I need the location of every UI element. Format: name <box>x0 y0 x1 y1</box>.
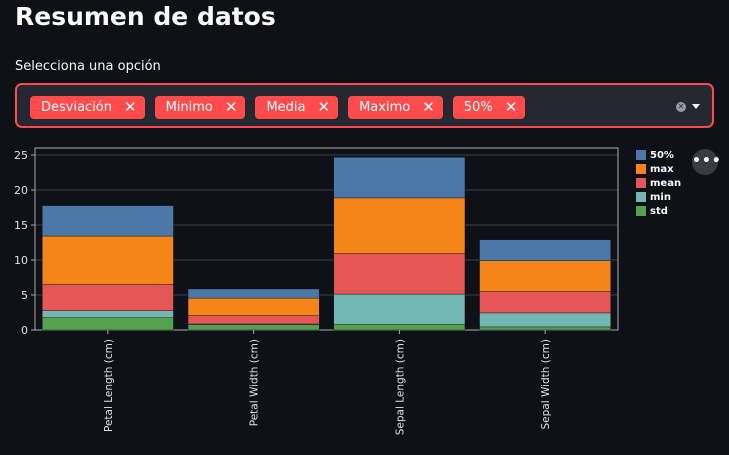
legend-label: std <box>650 205 668 217</box>
chip-minimo: Minimo ✕ <box>154 96 246 119</box>
chip-remove-icon[interactable]: ✕ <box>504 98 518 116</box>
bar-segment-min <box>479 312 611 328</box>
bar-segment-max <box>479 260 611 292</box>
bar-segment-50pct <box>42 205 174 237</box>
bar-segment-50pct <box>479 239 611 261</box>
chip-remove-icon[interactable]: ✕ <box>224 98 238 116</box>
legend-label: 50% <box>650 149 674 161</box>
legend-item[interactable]: mean <box>636 176 681 190</box>
x-tick-label: Petal Width (cm) <box>249 339 261 426</box>
y-tick-label: 0 <box>21 324 28 337</box>
bar-segment-mean <box>479 291 611 314</box>
legend-swatch <box>636 206 646 216</box>
bar-segment-max <box>333 197 466 254</box>
legend-swatch <box>636 192 646 202</box>
bar-segment-min <box>42 310 174 318</box>
x-tick-label: Sepal Width (cm) <box>540 339 552 430</box>
legend-swatch <box>636 150 646 160</box>
chevron-down-icon[interactable] <box>692 104 700 109</box>
bar-segment-mean <box>187 315 320 325</box>
legend-swatch <box>636 164 646 174</box>
chip-remove-icon[interactable]: ✕ <box>124 98 137 116</box>
select-label: Selecciona una opción <box>15 59 161 74</box>
x-tick-label: Sepal Length (cm) <box>394 339 406 435</box>
bar-segment-min <box>333 293 466 325</box>
legend-item[interactable]: min <box>636 190 681 204</box>
bar-segment-std <box>42 317 174 331</box>
legend-item[interactable]: 50% <box>636 148 681 162</box>
stacked-bar-chart: 0 5 10 15 20 25 Petal Length (cm) Petal Width (… <box>14 147 619 435</box>
clear-all-icon[interactable]: ✕ <box>676 102 686 112</box>
bar-segment-50pct <box>187 288 320 299</box>
bar-segment-mean <box>333 253 466 295</box>
y-tick-label: 5 <box>21 289 28 302</box>
legend-label: mean <box>650 177 682 189</box>
bar-segment-max <box>42 235 174 285</box>
chart-legend: 50% max mean min std <box>636 148 681 218</box>
selected-chips: Desviación ✕ Minimo ✕ Media ✕ Maximo ✕ 5… <box>30 96 526 119</box>
chip-remove-icon[interactable]: ✕ <box>317 98 331 116</box>
plot-frame <box>34 147 619 331</box>
x-tick-label: Petal Length (cm) <box>103 339 115 432</box>
y-tick-label: 25 <box>14 149 28 162</box>
chip-label: Desviación <box>41 100 113 115</box>
legend-swatch <box>636 178 646 188</box>
chip-label: Minimo <box>165 100 213 115</box>
chip-label: Media <box>266 100 306 115</box>
chip-50-percent: 50% ✕ <box>452 96 526 119</box>
legend-label: max <box>650 163 674 175</box>
y-tick-label: 10 <box>14 254 28 267</box>
chip-desviacion: Desviación ✕ <box>30 96 145 119</box>
chip-label: 50% <box>463 100 493 115</box>
page-title: Resumen de datos <box>15 2 276 31</box>
bar-segment-std <box>333 323 466 331</box>
legend-label: min <box>650 191 671 203</box>
more-options-icon[interactable]: ••• <box>692 149 721 175</box>
legend-item[interactable]: max <box>636 162 681 176</box>
option-multiselect[interactable]: Desviación ✕ Minimo ✕ Media ✕ Maximo ✕ 5… <box>15 83 714 128</box>
bar-segment-std <box>479 326 611 331</box>
y-tick-label: 20 <box>14 184 28 197</box>
bar-segment-max <box>187 297 320 316</box>
bar-segment-50pct <box>333 157 466 199</box>
y-tick-label: 15 <box>14 219 28 232</box>
chip-maximo: Maximo ✕ <box>348 96 443 119</box>
chip-media: Media ✕ <box>255 96 339 119</box>
bar-segment-std <box>187 324 320 331</box>
chip-remove-icon[interactable]: ✕ <box>422 98 435 116</box>
chip-label: Maximo <box>359 100 411 115</box>
bar-segment-mean <box>42 284 174 311</box>
legend-item[interactable]: std <box>636 204 681 218</box>
